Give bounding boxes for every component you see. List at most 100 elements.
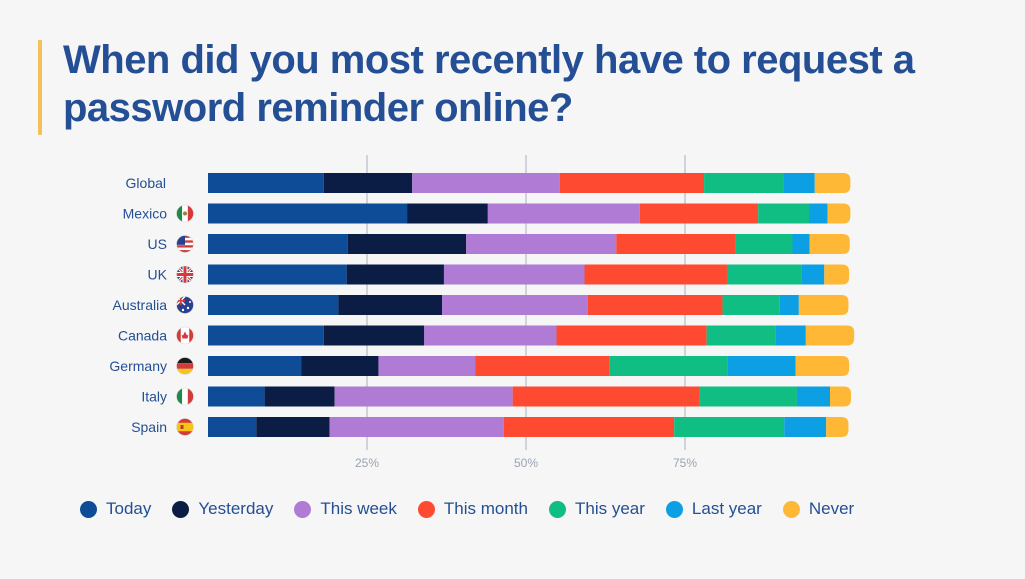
- bar-segment: [334, 386, 513, 407]
- bar-segment: [779, 295, 799, 315]
- bar-segment: [487, 203, 640, 224]
- uk-flag-icon: [176, 265, 194, 284]
- legend-label: Last year: [691, 499, 762, 518]
- spain-flag-icon: [176, 418, 194, 436]
- x-tick-label: 25%: [355, 456, 379, 470]
- bar-segment: [556, 325, 707, 346]
- bar-segment: [809, 203, 828, 224]
- bar-segment: [442, 295, 588, 315]
- category-label: UK: [148, 267, 168, 283]
- legend-color-dot: [172, 500, 190, 518]
- page-title: When did you most recently have to reque…: [63, 38, 915, 130]
- canada-flag-icon: [176, 326, 194, 345]
- bar-segment: [378, 356, 476, 376]
- bar-segment: [795, 356, 850, 376]
- bar-segment: [208, 356, 302, 376]
- bar-segment: [264, 386, 335, 407]
- bar-segment: [208, 173, 324, 193]
- bar-segment: [208, 264, 347, 285]
- legend-item: Yesterday: [172, 499, 273, 519]
- bar-segment: [208, 203, 408, 224]
- legend-label: This week: [320, 499, 397, 518]
- mexico-flag-icon: [176, 204, 194, 223]
- category-label: Spain: [131, 419, 167, 435]
- bar-segment: [784, 417, 827, 437]
- us-flag-icon: [176, 235, 194, 253]
- bar-segment: [466, 234, 617, 254]
- bar-segment: [824, 264, 850, 285]
- bar-segment: [726, 264, 802, 285]
- category-label: Italy: [141, 389, 167, 405]
- bar-segment: [706, 325, 776, 346]
- bar-segment: [735, 234, 793, 254]
- legend-color-dot: [417, 500, 435, 518]
- legend-color-dot: [782, 500, 800, 518]
- bar-segment: [639, 203, 759, 224]
- bar-segment: [208, 234, 348, 254]
- category-labels: Global Mexico US UK Australia Canada Germany It…: [109, 175, 167, 435]
- x-tick-label: 75%: [673, 456, 697, 470]
- bar-segment: [722, 295, 780, 315]
- italy-flag-icon: [176, 387, 194, 406]
- legend-color-dot: [80, 500, 97, 518]
- bar-segment: [830, 386, 851, 407]
- bar-row: [208, 203, 851, 224]
- bar-segment: [412, 173, 560, 193]
- legend-item: Never: [782, 499, 855, 519]
- bar-segment: [503, 417, 675, 437]
- bar-segment: [323, 173, 413, 193]
- bar-segment: [584, 264, 727, 285]
- bar-row: [208, 234, 850, 254]
- bar-segment: [801, 264, 825, 285]
- bar-row: [208, 264, 850, 285]
- bar-segment: [783, 173, 815, 193]
- bar-row: [208, 417, 849, 437]
- bar-segment: [699, 386, 797, 407]
- legend-item: Last year: [665, 499, 762, 519]
- legend-label: Yesterday: [198, 499, 274, 518]
- title-accent-bar: [38, 40, 42, 135]
- legend-color-dot: [665, 500, 683, 518]
- germany-flag-icon: [176, 357, 194, 375]
- bar-segment: [609, 356, 728, 376]
- category-label: Canada: [118, 328, 167, 344]
- bar-segment: [704, 173, 784, 193]
- category-label: US: [148, 236, 167, 252]
- flags: [176, 204, 194, 436]
- bar-segment: [616, 234, 736, 254]
- bar-segment: [512, 386, 700, 407]
- legend-item: This month: [417, 499, 528, 519]
- bar-segment: [208, 295, 339, 315]
- bar-row: [208, 356, 850, 376]
- bars: [208, 173, 855, 437]
- legend-label: Never: [808, 499, 855, 518]
- x-tick-label: 50%: [514, 456, 538, 470]
- bar-segment: [347, 234, 467, 254]
- bar-segment: [796, 386, 831, 407]
- bar-segment: [805, 325, 855, 346]
- bar-segment: [301, 356, 379, 376]
- bar-segment: [775, 325, 806, 346]
- bar-segment: [674, 417, 785, 437]
- bar-segment: [443, 264, 585, 285]
- category-label: Mexico: [123, 206, 168, 222]
- legend-label: Today: [106, 499, 152, 518]
- bar-row: [208, 325, 855, 346]
- bar-segment: [424, 325, 557, 346]
- bar-segment: [407, 203, 488, 224]
- bar-segment: [256, 417, 330, 437]
- bar-row: [208, 173, 851, 193]
- bar-segment: [587, 295, 723, 315]
- bar-segment: [475, 356, 610, 376]
- bar-segment: [727, 356, 796, 376]
- australia-flag-icon: [176, 296, 194, 314]
- bar-segment: [826, 417, 849, 437]
- category-label: Germany: [109, 358, 167, 374]
- bar-segment: [827, 203, 851, 224]
- bar-segment: [792, 234, 810, 254]
- bar-row: [208, 386, 851, 407]
- category-label: Australia: [113, 297, 168, 313]
- bar-segment: [329, 417, 504, 437]
- bar-segment: [338, 295, 443, 315]
- legend-label: This year: [574, 499, 645, 518]
